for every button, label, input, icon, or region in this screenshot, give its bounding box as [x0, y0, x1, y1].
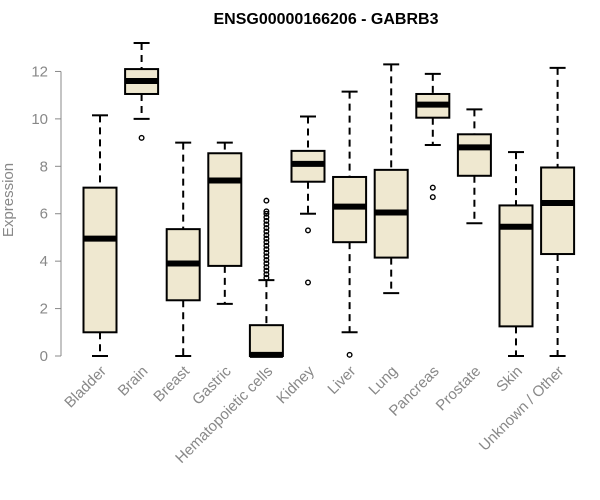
- x-category-label: Bladder: [61, 363, 110, 412]
- y-tick-label: 10: [31, 111, 48, 128]
- outlier-point: [263, 214, 270, 221]
- y-tick-label: 2: [40, 301, 48, 318]
- box-iqr: [540, 166, 576, 256]
- y-tick-label: 8: [40, 158, 48, 175]
- box-iqr: [82, 186, 118, 334]
- x-category-label: Kidney: [273, 362, 318, 407]
- outlier-point: [305, 227, 312, 234]
- box-skin: [498, 151, 534, 357]
- outlier-point: [263, 249, 270, 256]
- outlier-point: [263, 235, 270, 242]
- outlier-point: [429, 184, 436, 191]
- x-category-label: Skin: [493, 363, 526, 396]
- x-category-label: Prostate: [433, 363, 485, 415]
- y-tick-label: 4: [40, 253, 48, 270]
- outlier-point: [263, 217, 270, 224]
- outlier-point: [263, 271, 270, 278]
- y-axis: 0 2 4 6 8 10 12: [31, 63, 62, 365]
- x-category-label: Lung: [365, 363, 401, 399]
- outlier-point: [263, 256, 270, 263]
- y-tick-label: 0: [40, 348, 48, 365]
- outlier-point: [263, 264, 270, 271]
- box-pancreas: [415, 72, 451, 201]
- outlier-point: [263, 260, 270, 267]
- outlier-point: [429, 194, 436, 201]
- box-hematopoietic-cells: [248, 197, 284, 358]
- box-iqr: [248, 324, 284, 358]
- outlier-point: [263, 197, 270, 204]
- box-kidney: [290, 115, 326, 286]
- outlier-point: [263, 232, 270, 239]
- box-gastric: [207, 141, 243, 305]
- box-lung: [373, 63, 409, 295]
- chart-title: ENSG00000166206 - GABRB3: [213, 11, 438, 28]
- boxes-group: [82, 42, 576, 358]
- outlier-point: [263, 267, 270, 274]
- box-iqr: [456, 133, 492, 177]
- box-prostate: [456, 108, 492, 225]
- box-liver: [332, 90, 368, 358]
- outlier-point: [263, 224, 270, 231]
- outlier-point: [263, 242, 270, 249]
- x-category-label: Breast: [150, 362, 193, 405]
- box-iqr: [207, 152, 243, 267]
- box-iqr: [498, 204, 534, 328]
- box-breast: [165, 141, 201, 357]
- box-bladder: [82, 114, 118, 357]
- x-category-label: Liver: [324, 363, 359, 398]
- outlier-point: [263, 208, 270, 215]
- box-unknown-other: [540, 66, 576, 357]
- outlier-point: [263, 228, 270, 235]
- y-tick-label: 6: [40, 206, 48, 223]
- outlier-point: [263, 210, 270, 217]
- outlier-point: [263, 274, 270, 281]
- outlier-point: [263, 246, 270, 253]
- outlier-point: [263, 253, 270, 260]
- box-brain: [124, 42, 160, 141]
- outlier-point: [263, 239, 270, 246]
- y-axis-label: Expression: [0, 163, 17, 237]
- outlier-point: [263, 221, 270, 228]
- x-category-label: Brain: [115, 363, 152, 400]
- y-tick-label: 12: [31, 63, 48, 80]
- outlier-point: [305, 279, 312, 286]
- outlier-point: [346, 351, 353, 358]
- outlier-point: [138, 134, 145, 141]
